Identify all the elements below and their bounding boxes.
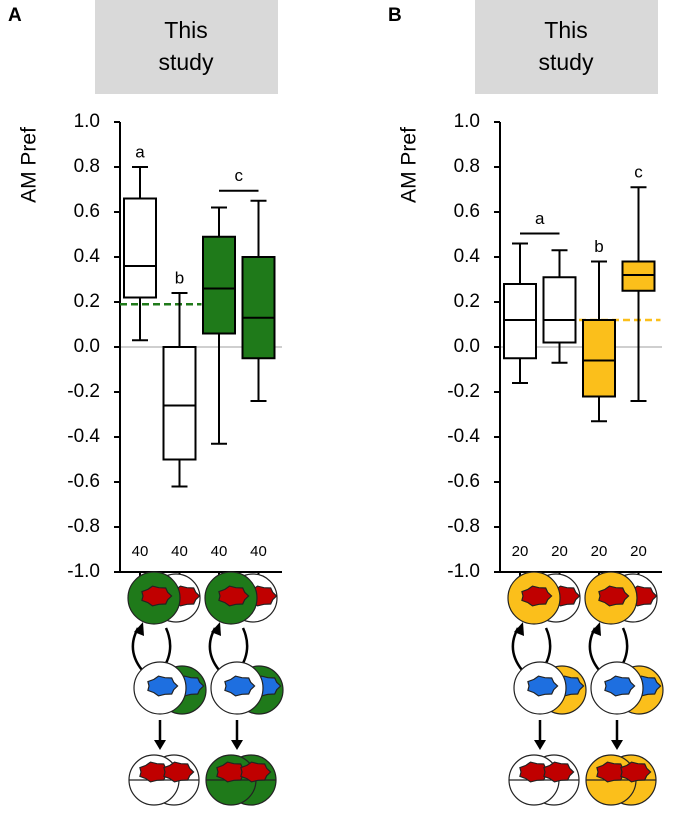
blob — [216, 761, 248, 783]
icon-column — [584, 571, 664, 806]
blob — [620, 761, 652, 783]
y-tick-label: 0.4 — [454, 246, 481, 267]
blob — [596, 761, 628, 783]
y-tick-label: 0.0 — [74, 336, 100, 357]
arrow-head — [211, 622, 221, 636]
blob — [218, 585, 250, 607]
n-label: 20 — [630, 543, 647, 560]
n-label: 40 — [132, 543, 149, 560]
arrow-head — [231, 740, 243, 750]
y-tick-label: 0.6 — [74, 201, 100, 222]
y-tick-label: 0.8 — [74, 156, 100, 177]
significance-letter: c — [235, 166, 244, 185]
arrow-head — [134, 622, 144, 636]
y-tick-label: -0.8 — [447, 516, 480, 537]
blob — [147, 675, 179, 697]
blob — [598, 585, 630, 607]
significance-letter: b — [175, 268, 184, 287]
box — [202, 235, 236, 335]
blob — [521, 585, 553, 607]
significance-letter: b — [594, 237, 603, 256]
y-tick-label: -0.8 — [67, 516, 100, 537]
n-label: 20 — [591, 543, 608, 560]
y-tick-label: 1.0 — [454, 111, 480, 132]
blob — [163, 761, 195, 783]
icon-column — [204, 571, 284, 806]
y-tick-label: -0.4 — [67, 426, 100, 447]
y-tick-label: 0.2 — [74, 291, 100, 312]
box — [123, 197, 157, 299]
y-tick-label: -1.0 — [447, 561, 480, 582]
n-label: 40 — [211, 543, 228, 560]
significance-letter: a — [135, 142, 145, 161]
n-label: 20 — [512, 543, 529, 560]
box — [241, 256, 276, 360]
header-box — [475, 0, 658, 94]
header: This study — [539, 17, 594, 75]
y-tick-label: -0.4 — [447, 426, 480, 447]
blob — [139, 761, 171, 783]
box — [621, 260, 656, 292]
arrow-head — [534, 740, 546, 750]
blob — [527, 675, 559, 697]
blob — [224, 675, 256, 697]
significance-letter: c — [634, 163, 643, 182]
arrow-head — [591, 622, 601, 636]
y-tick-label: 1.0 — [74, 111, 100, 132]
y-tick-label: -0.2 — [67, 381, 100, 402]
y-tick-label: -0.2 — [447, 381, 480, 402]
arrow-head — [611, 740, 623, 750]
box — [542, 276, 577, 344]
significance-letter: a — [535, 209, 545, 228]
blob — [604, 675, 636, 697]
icon-column — [127, 571, 207, 806]
panel-label: B — [388, 5, 402, 26]
blob — [240, 761, 272, 783]
panel-label: A — [8, 5, 22, 26]
y-axis-label: AM Pref — [398, 127, 421, 203]
n-label: 40 — [250, 543, 267, 560]
arrow-head — [514, 622, 524, 636]
y-tick-label: 0.0 — [454, 336, 480, 357]
y-tick-label: 0.8 — [454, 156, 480, 177]
blob — [543, 761, 575, 783]
header: This study — [159, 17, 214, 75]
y-tick-label: 0.2 — [454, 291, 480, 312]
box — [162, 346, 197, 461]
y-tick-label: 0.4 — [74, 246, 101, 267]
header-box — [95, 0, 278, 94]
n-label: 20 — [551, 543, 568, 560]
blob — [519, 761, 551, 783]
box — [503, 283, 537, 360]
y-tick-label: -1.0 — [67, 561, 100, 582]
icon-column — [507, 571, 587, 806]
y-tick-label: 0.6 — [454, 201, 480, 222]
box — [582, 319, 616, 398]
y-tick-label: -0.6 — [447, 471, 480, 492]
y-axis-label: AM Pref — [18, 127, 41, 203]
n-label: 40 — [171, 543, 188, 560]
y-tick-label: -0.6 — [67, 471, 100, 492]
blob — [141, 585, 173, 607]
arrow-head — [154, 740, 166, 750]
